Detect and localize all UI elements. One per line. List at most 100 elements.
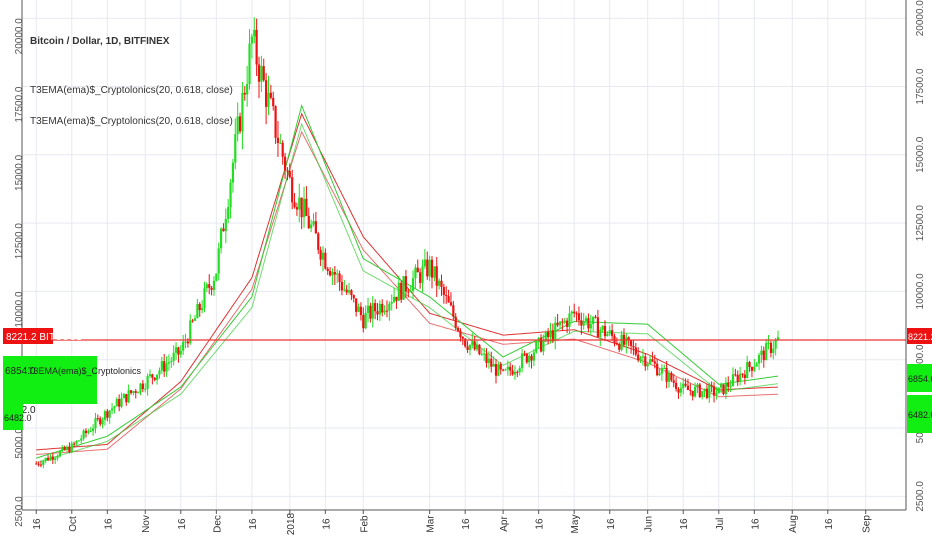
ma-line-twin	[36, 130, 779, 455]
candle-body	[177, 347, 180, 355]
candlesticks	[35, 17, 780, 469]
x-tick-label: 16	[321, 518, 332, 530]
candle-body	[87, 431, 90, 433]
candle-body	[634, 347, 637, 355]
candle-body	[388, 303, 391, 311]
candle-body	[253, 29, 256, 37]
candle-body	[385, 310, 389, 312]
candle-body	[267, 92, 270, 107]
candle-body	[82, 430, 85, 439]
candle-body	[743, 374, 746, 379]
candle-body	[227, 207, 230, 219]
candle-body	[641, 356, 645, 358]
candle-body	[442, 286, 445, 296]
candle-body	[319, 249, 322, 260]
candle-body	[101, 419, 104, 425]
candle-body	[350, 290, 353, 296]
right-green-value-2: 6482.0	[908, 410, 932, 420]
candle-body	[639, 357, 642, 361]
y-tick-label: 20000.0	[14, 18, 25, 55]
ma-line	[36, 112, 779, 451]
candle-body	[359, 306, 363, 316]
candle-body	[656, 363, 659, 376]
candle-body	[746, 362, 749, 379]
candle-body	[464, 338, 467, 347]
candle-body	[222, 228, 225, 232]
candle-body	[160, 361, 163, 371]
x-tick-label: Feb	[359, 515, 370, 533]
candle-body	[307, 215, 310, 229]
candle-body	[276, 137, 280, 143]
y-tick-label: 10000.0	[915, 273, 926, 310]
candle-body	[91, 428, 95, 432]
candle-body	[146, 376, 149, 389]
candle-body	[698, 384, 701, 398]
candle-body	[139, 383, 142, 393]
candle-body	[288, 171, 291, 178]
candle-body	[523, 353, 526, 355]
left-price-badge-text: 8221.2 BITCUSD	[6, 332, 83, 343]
x-tick-label: Jun	[644, 516, 655, 532]
candle-body	[291, 177, 294, 203]
x-tick-label: 16	[103, 518, 114, 530]
x-tick-label: 16	[535, 518, 546, 530]
candle-body	[94, 418, 97, 429]
x-tick-label: 16	[679, 518, 690, 530]
candle-body	[513, 371, 517, 375]
candle-body	[208, 284, 211, 288]
right-green-value-1: 6854.0	[908, 374, 932, 384]
candle-body	[205, 284, 208, 289]
candle-body	[720, 384, 723, 388]
candle-body	[383, 310, 386, 313]
candle-body	[397, 282, 400, 301]
candle-body	[108, 410, 111, 418]
candle-body	[326, 268, 329, 272]
x-tick-label: Oct	[68, 516, 79, 532]
candle-body	[741, 373, 744, 375]
candle-body	[118, 399, 121, 407]
candle-body	[246, 84, 249, 95]
candle-body	[651, 359, 654, 362]
candle-body	[409, 290, 412, 293]
candle-body	[504, 369, 507, 371]
candle-body	[201, 307, 204, 311]
candle-body	[549, 330, 552, 338]
candle-body	[753, 366, 756, 371]
candle-body	[554, 322, 557, 341]
x-tick-label: 16	[750, 518, 761, 530]
candle-body	[75, 440, 78, 444]
candle-body	[89, 431, 92, 433]
candle-body	[366, 305, 370, 313]
candle-body	[302, 198, 306, 218]
candle-body	[141, 383, 144, 390]
candle-body	[502, 369, 505, 371]
ma-line	[36, 103, 779, 459]
candle-body	[594, 316, 597, 318]
candle-body	[603, 325, 607, 337]
candle-body	[238, 116, 242, 132]
candle-body	[58, 451, 62, 457]
candle-body	[551, 330, 554, 341]
candle-body	[580, 320, 583, 326]
candle-body	[49, 456, 52, 461]
candle-body	[333, 271, 336, 275]
candle-body	[447, 295, 450, 303]
candle-body	[575, 313, 578, 315]
candle-body	[769, 342, 773, 353]
candle-body	[485, 353, 488, 363]
candle-body	[338, 273, 341, 282]
candle-body	[340, 281, 344, 291]
candle-body	[665, 367, 668, 382]
candle-body	[84, 430, 88, 433]
x-tick-label: Sep	[862, 515, 873, 533]
candle-body	[65, 446, 69, 451]
candle-body	[127, 390, 130, 403]
candle-body	[561, 321, 564, 323]
candle-body	[625, 337, 628, 345]
candle-body	[179, 350, 182, 355]
candle-body	[191, 320, 194, 322]
candle-body	[629, 340, 633, 346]
candle-body	[710, 385, 713, 387]
left-price-badge: 8221.2 BITCUSD	[3, 328, 83, 344]
